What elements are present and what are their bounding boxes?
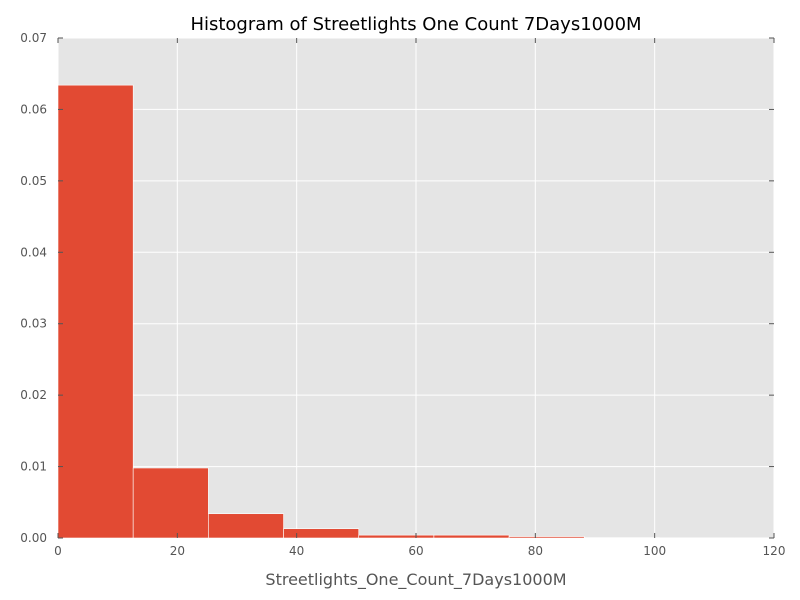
histogram-bar [283,528,360,539]
y-tick-label: 0.07 [20,31,47,45]
x-tick-label: 40 [289,544,304,558]
histogram-bar [358,534,435,539]
y-tick-label: 0.06 [20,102,47,116]
x-axis-label: Streetlights_One_Count_7Days1000M [265,570,566,590]
y-tick-label: 0.01 [20,460,47,474]
x-tick-label: 0 [54,544,62,558]
histogram-bar [208,513,284,539]
y-tick-label: 0.05 [20,174,47,188]
y-tick-label: 0.04 [20,245,47,259]
histogram-bar [433,534,510,539]
y-tick-label: 0.02 [20,388,47,402]
histogram-bars [57,84,735,539]
y-tick-label: 0.00 [20,531,47,545]
y-tick-label: 0.03 [20,317,47,331]
x-tick-label: 60 [408,544,423,558]
histogram-bar [508,536,585,539]
histogram-bar [132,467,209,539]
x-tick-label: 80 [528,544,543,558]
histogram-bar [57,84,134,539]
x-tick-labels: 0 20 40 60 80 100 120 [54,544,785,558]
x-tick-label: 120 [763,544,786,558]
x-tick-label: 20 [170,544,185,558]
y-tick-labels: 0.00 0.01 0.02 0.03 0.04 0.05 0.06 0.07 [20,31,47,545]
axis-ticks [57,37,775,539]
x-tick-label: 100 [643,544,666,558]
chart-title: Histogram of Streetlights One Count 7Day… [190,14,641,35]
